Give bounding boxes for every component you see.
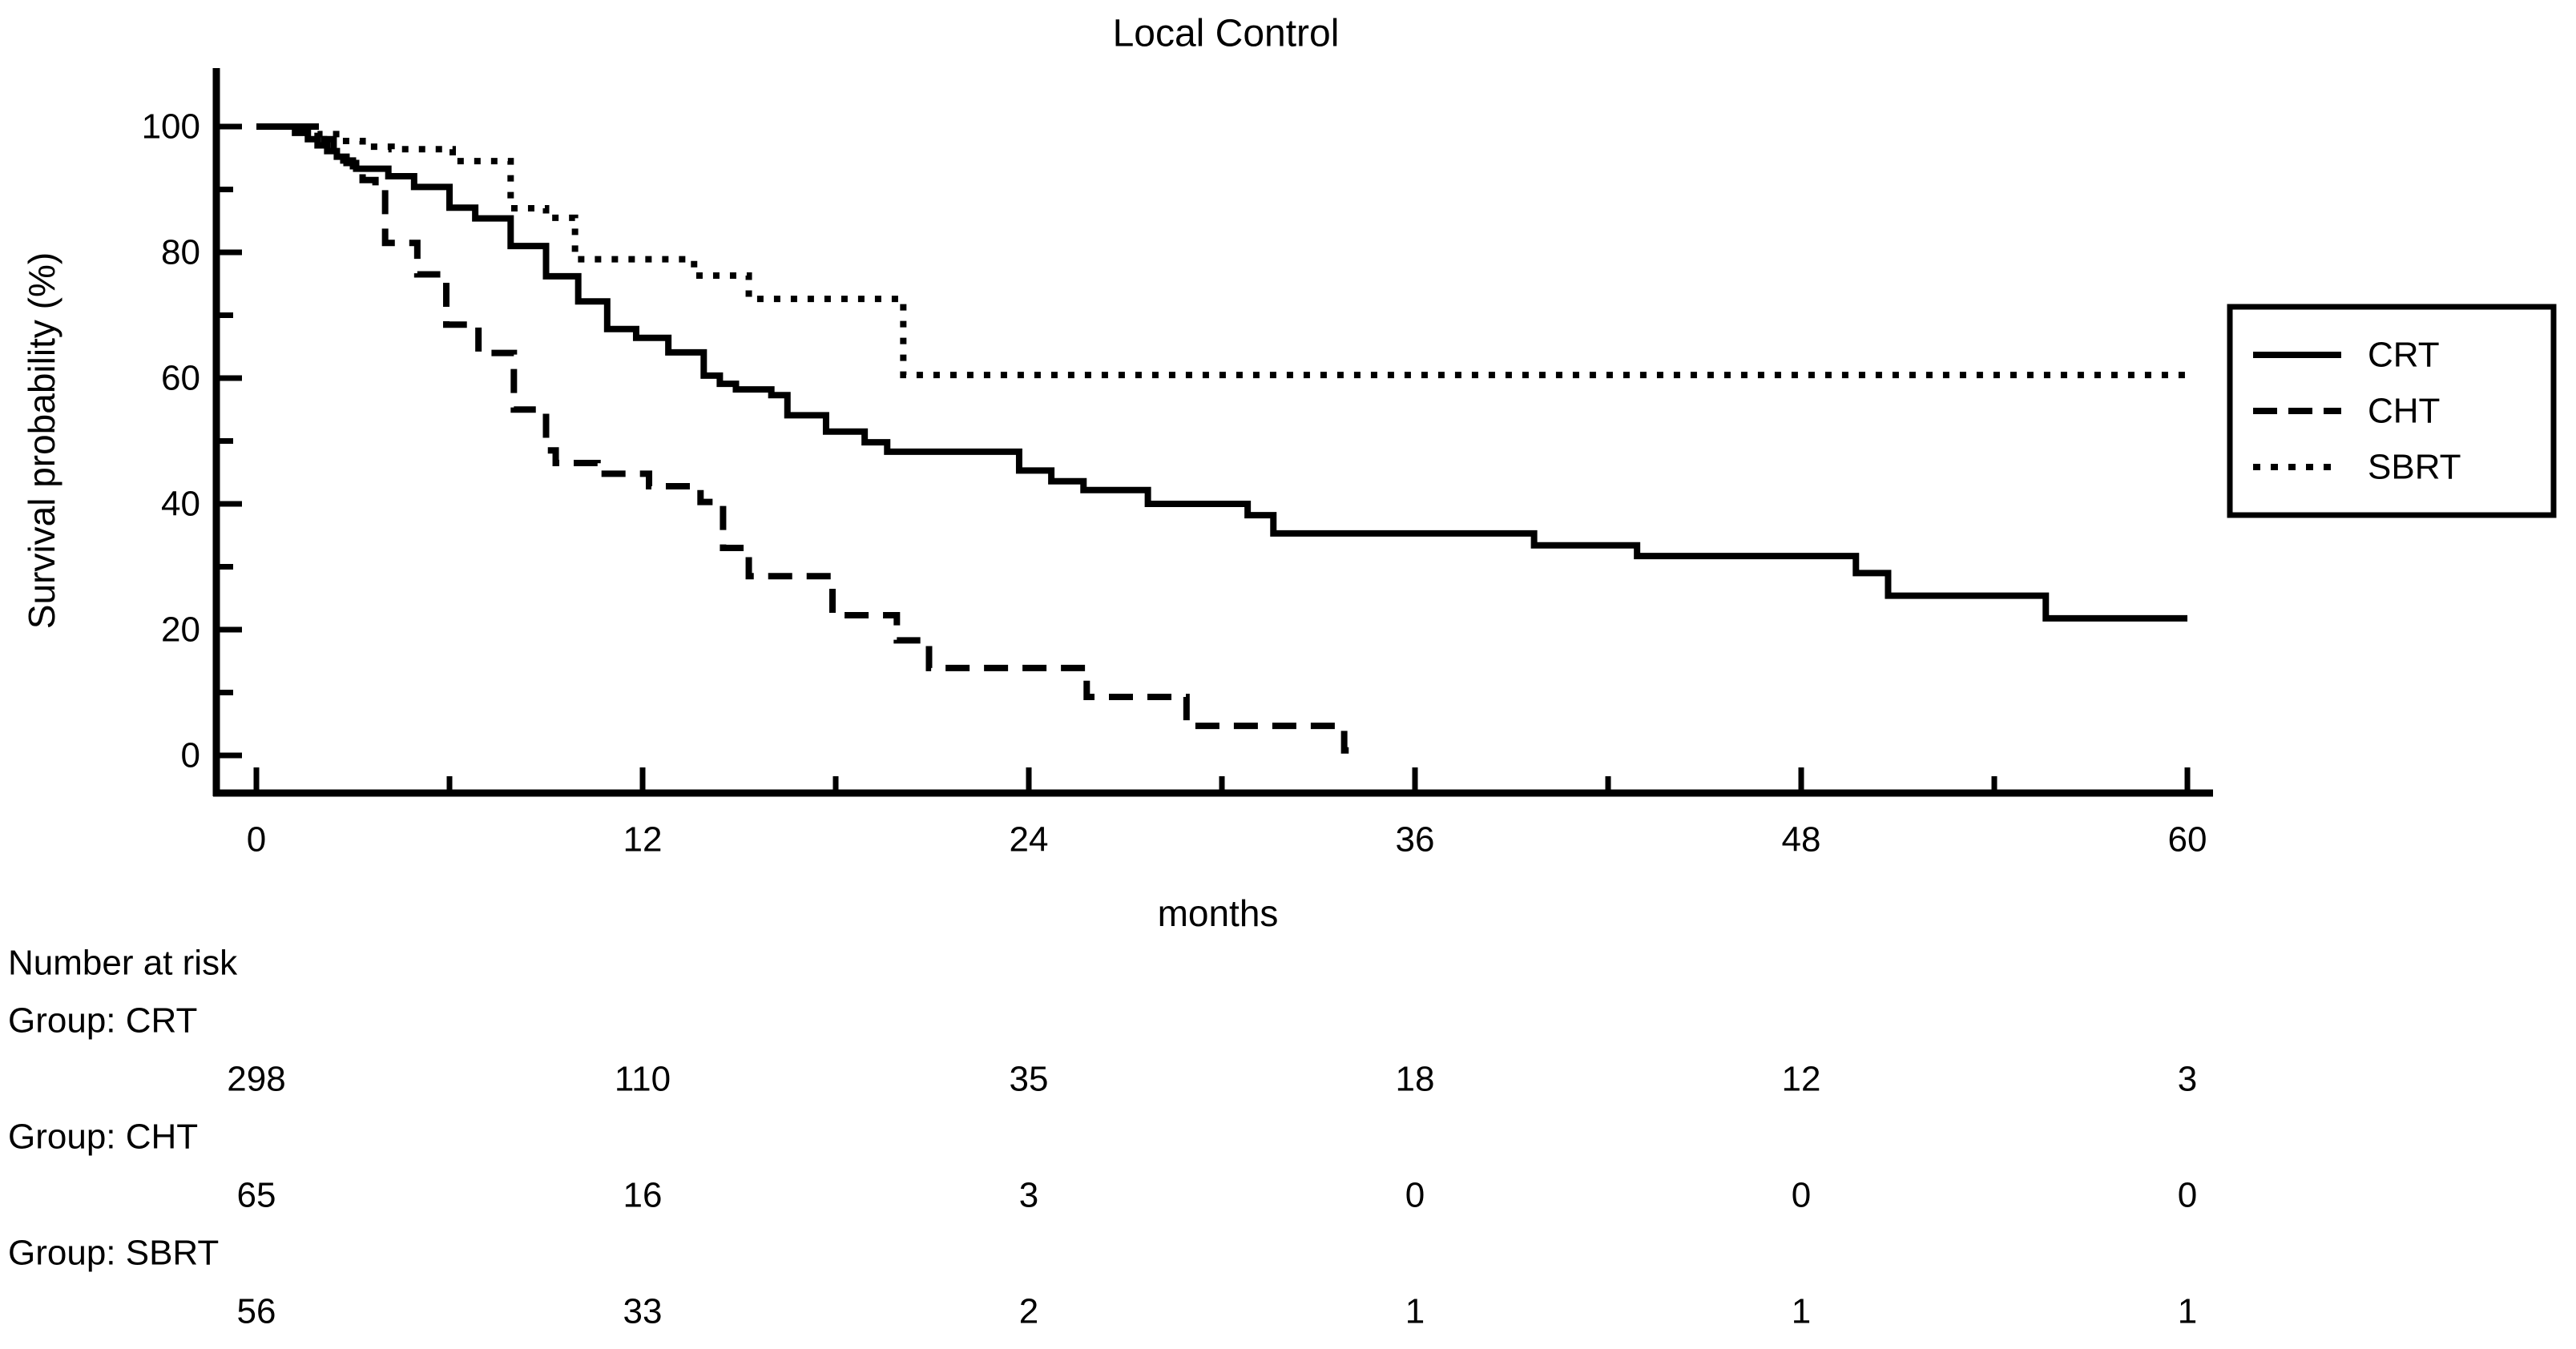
risk-group-label: Group: CHT <box>8 1117 198 1157</box>
risk-count: 0 <box>1405 1176 1425 1215</box>
legend: CRT CHT SBRT <box>2227 304 2557 518</box>
legend-item-crt: CRT <box>2253 336 2440 375</box>
risk-count: 65 <box>237 1176 276 1215</box>
risk-count: 110 <box>615 1060 671 1099</box>
y-axis-title: Survival probability (%) <box>21 252 62 629</box>
risk-count: 12 <box>1782 1060 1821 1099</box>
risk-count: 56 <box>237 1292 276 1331</box>
risk-count: 3 <box>2178 1060 2197 1099</box>
y-tick-label: 0 <box>181 736 200 775</box>
risk-count: 18 <box>1396 1060 1435 1099</box>
x-axis-title: months <box>1158 892 1279 934</box>
risk-count: 2 <box>1019 1292 1038 1331</box>
cht-curve <box>256 123 1361 754</box>
y-axis-tick-labels: 0 20 40 60 80 100 <box>142 107 200 775</box>
y-tick-label: 80 <box>161 233 200 272</box>
risk-count: 0 <box>2178 1176 2197 1215</box>
risk-count: 298 <box>227 1060 285 1099</box>
legend-item-cht: CHT <box>2253 392 2440 431</box>
y-tick-label: 20 <box>161 610 200 650</box>
legend-label-cht: CHT <box>2368 392 2440 431</box>
legend-label-crt: CRT <box>2368 336 2440 375</box>
sbrt-curve <box>256 123 2187 379</box>
risk-count: 1 <box>2178 1292 2197 1331</box>
y-tick-label: 40 <box>161 485 200 524</box>
risk-group-label: Group: SBRT <box>8 1234 219 1273</box>
risk-count: 0 <box>1792 1176 1811 1215</box>
legend-box <box>2227 304 2557 518</box>
x-tick-label: 0 <box>247 820 266 860</box>
number-at-risk-header: Number at risk <box>8 944 238 983</box>
x-axis-tick-labels: 0 12 24 36 48 60 <box>247 820 2207 860</box>
risk-count: 16 <box>623 1176 663 1215</box>
y-tick-label: 60 <box>161 359 200 398</box>
y-tick-label: 100 <box>142 107 200 147</box>
risk-count: 3 <box>1019 1176 1038 1215</box>
y-axis-ticks <box>218 123 242 759</box>
risk-group-label: Group: CRT <box>8 1001 197 1041</box>
x-tick-label: 60 <box>2168 820 2207 860</box>
legend-label-sbrt: SBRT <box>2368 448 2461 487</box>
risk-count: 1 <box>1405 1292 1425 1331</box>
risk-count: 33 <box>623 1292 663 1331</box>
x-axis-ticks <box>253 767 2191 791</box>
legend-item-sbrt: SBRT <box>2253 448 2461 487</box>
x-tick-label: 36 <box>1396 820 1435 860</box>
risk-count: 35 <box>1010 1060 1049 1099</box>
x-tick-label: 48 <box>1782 820 1821 860</box>
chart-title: Local Control <box>1113 13 1340 55</box>
x-tick-label: 12 <box>623 820 663 860</box>
risk-count: 1 <box>1792 1292 1811 1331</box>
x-tick-label: 24 <box>1010 820 1049 860</box>
